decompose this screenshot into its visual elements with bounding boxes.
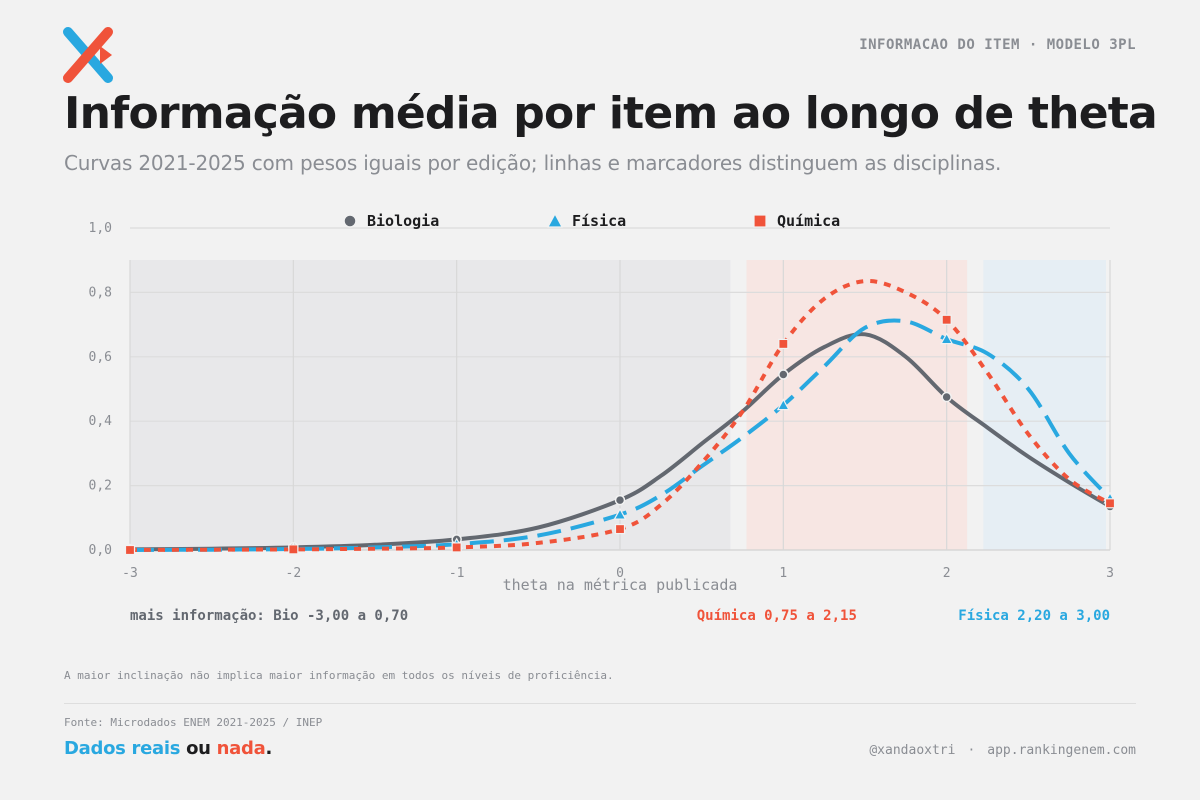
site-url: app.rankingenem.com bbox=[987, 743, 1136, 758]
series-2-point-0 bbox=[124, 544, 136, 556]
series-2-point-4 bbox=[778, 338, 789, 350]
tagline-part-4: . bbox=[265, 738, 273, 759]
x-axis-label: theta na métrica publicada bbox=[503, 576, 738, 594]
source-note: Fonte: Microdados ENEM 2021-2025 / INEP bbox=[64, 716, 323, 729]
series-1-point-5 bbox=[940, 332, 954, 345]
brand-logo bbox=[62, 26, 118, 84]
series-0-point-4 bbox=[778, 369, 789, 380]
page-subtitle: Curvas 2021-2025 com pesos iguais por ed… bbox=[64, 151, 1002, 175]
x-tick-label: -1 bbox=[449, 566, 465, 581]
band-label-0: mais informação: Bio -3,00 a 0,70 bbox=[130, 608, 408, 624]
brand-tagline: Dados reais ou nada. bbox=[64, 738, 272, 759]
y-tick-label: 0,2 bbox=[89, 479, 112, 494]
y-tick-label: 0,6 bbox=[89, 350, 112, 365]
tagline-part-3: nada bbox=[216, 738, 266, 759]
band-label-1: Química 0,75 a 2,15 bbox=[697, 608, 857, 624]
credits-separator: · bbox=[967, 743, 976, 758]
series-2-point-5 bbox=[941, 314, 952, 325]
band-0 bbox=[130, 260, 731, 550]
series-2-point-1 bbox=[288, 544, 299, 555]
social-handle: @xandaoxtri bbox=[869, 743, 956, 758]
series-line-0 bbox=[128, 332, 1112, 552]
kicker-label: INFORMACAO DO ITEM · MODELO 3PL bbox=[859, 37, 1136, 53]
x-tick-label: 2 bbox=[943, 566, 951, 581]
tagline-part-2: ou bbox=[186, 738, 211, 759]
legend-label-0: Biologia bbox=[367, 212, 439, 230]
legend-marker-0 bbox=[343, 214, 357, 228]
footnote: A maior inclinação não implica maior inf… bbox=[64, 669, 614, 682]
legend-label-1: Física bbox=[572, 212, 626, 230]
band-2 bbox=[983, 260, 1106, 550]
item-information-chart: 0,0 0,2 0,4 0,6 0,8 1,0 -3 -2 -1 0 1 2 3 theta na mét… bbox=[89, 212, 1117, 624]
legend-label-2: Química bbox=[777, 212, 840, 230]
band-1 bbox=[746, 260, 968, 550]
y-tick-label: 1,0 bbox=[89, 221, 112, 236]
markers-layer bbox=[123, 314, 1117, 556]
series-0-point-5 bbox=[941, 391, 952, 403]
x-tick-label: 3 bbox=[1106, 566, 1114, 581]
labels-layer: mais informação: Bio -3,00 a 0,70 Química… bbox=[130, 608, 1110, 624]
credits: @xandaoxtri · app.rankingenem.com bbox=[869, 743, 1136, 758]
x-tick-label: 1 bbox=[779, 566, 787, 581]
legend-marker-1 bbox=[546, 212, 564, 228]
page-title: Informação média por item ao longo de th… bbox=[64, 88, 1158, 139]
series-line-2 bbox=[129, 279, 1112, 552]
y-tick-label: 0,4 bbox=[89, 414, 113, 429]
x-tick-label: -3 bbox=[122, 566, 138, 581]
series-0-point-3 bbox=[614, 494, 626, 506]
legend-marker-2 bbox=[753, 214, 767, 228]
tagline-part-1: Dados reais bbox=[64, 738, 181, 759]
legend-layer: Biologia Física Química bbox=[343, 212, 840, 230]
band-label-2: Física 2,20 a 3,00 bbox=[958, 608, 1110, 624]
series-2-point-6 bbox=[1104, 498, 1116, 509]
series-1-point-4 bbox=[776, 398, 790, 411]
lines-layer bbox=[128, 279, 1112, 552]
x-tick-label: 0 bbox=[616, 566, 624, 581]
x-tick-label: -2 bbox=[286, 566, 302, 581]
y-tick-label: 0,0 bbox=[89, 543, 112, 558]
series-2-point-3 bbox=[614, 523, 626, 535]
footer-divider bbox=[64, 703, 1136, 704]
series-2-point-2 bbox=[451, 542, 462, 553]
series-1-point-3 bbox=[613, 507, 627, 520]
y-tick-label: 0,8 bbox=[89, 285, 112, 300]
series-line-1 bbox=[129, 318, 1112, 552]
